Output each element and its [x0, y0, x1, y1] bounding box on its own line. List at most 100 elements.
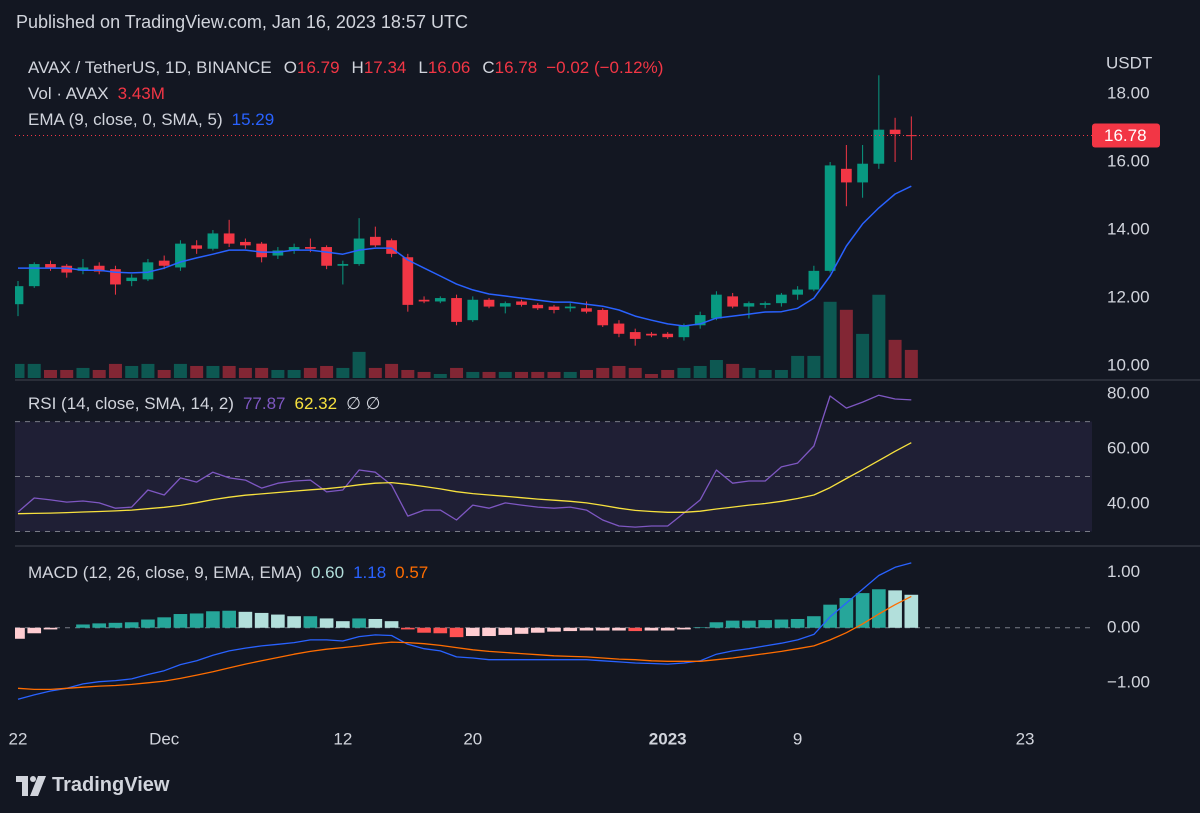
- histogram-bar: [758, 620, 772, 628]
- volume-bar: [15, 363, 25, 378]
- candle-body: [61, 265, 73, 273]
- candle-body: [662, 333, 674, 338]
- histogram-bar: [173, 614, 188, 628]
- candle-body: [646, 333, 657, 336]
- histogram-bar: [352, 618, 366, 628]
- candle-body: [776, 294, 787, 304]
- indicator-line: [17, 442, 912, 515]
- volume-bar: [320, 365, 334, 378]
- logo-mark: [30, 776, 36, 782]
- y-tick-label: −1.00: [1107, 672, 1150, 691]
- legend-text: Vol · AVAX: [28, 84, 109, 103]
- volume-bar: [238, 367, 252, 378]
- candle-body: [110, 269, 121, 285]
- candle-body: [678, 325, 690, 338]
- candle-body: [516, 301, 527, 305]
- histogram-bar: [888, 590, 902, 628]
- legend-text: 0.57: [395, 563, 429, 582]
- volume-bar: [563, 371, 577, 378]
- volume-bar: [904, 349, 918, 378]
- volume-bar: [693, 365, 707, 378]
- legend-text: 0.60: [310, 563, 345, 582]
- logo-mark: [30, 776, 46, 796]
- volume-bar: [466, 371, 480, 378]
- volume-bar: [450, 367, 464, 378]
- histogram-bar: [336, 621, 350, 628]
- volume-bar: [173, 363, 187, 378]
- volume-bar: [856, 333, 870, 378]
- volume-bar: [141, 363, 155, 378]
- histogram-bar: [644, 627, 659, 631]
- volume-bar: [255, 367, 269, 378]
- volume-bar: [287, 369, 301, 378]
- volume-bar: [76, 367, 90, 378]
- legend-text: EMA (9, close, 0, SMA, 5): [28, 110, 223, 129]
- legend-text: −0.02 (−0.12%): [546, 58, 664, 77]
- histogram-bar: [76, 624, 90, 628]
- rsi-band: [15, 421, 1092, 532]
- legend-text: 1.18: [353, 563, 387, 582]
- y-tick-label: 0.00: [1107, 617, 1140, 636]
- y-tick-label: 80.00: [1107, 384, 1150, 403]
- volume-bar: [791, 355, 805, 378]
- histogram-bar: [433, 627, 448, 634]
- candle-body: [808, 270, 820, 290]
- volume-bar: [774, 369, 788, 378]
- volume-bar: [758, 369, 772, 378]
- candle-body: [77, 267, 89, 271]
- histogram-bar: [709, 622, 724, 628]
- candle-body: [321, 247, 332, 266]
- indicator-line: [17, 562, 912, 700]
- histogram-bar: [807, 616, 821, 628]
- volume-bar: [498, 371, 512, 378]
- y-tick-label: 1.00: [1107, 562, 1140, 581]
- candle-body: [824, 165, 836, 271]
- volume-bar: [157, 369, 171, 378]
- histogram-bar: [563, 627, 578, 632]
- histogram-bar: [612, 627, 626, 631]
- histogram-bar: [400, 627, 415, 630]
- candle-body: [548, 306, 560, 310]
- candle-body: [45, 264, 56, 268]
- y-tick-label: 60.00: [1107, 439, 1150, 458]
- volume-bar: [823, 301, 837, 378]
- legend: MACD (12, 26, close, 9, EMA, EMA) 0.60 1.1…: [28, 563, 437, 583]
- legend-text: 17.34: [363, 58, 407, 77]
- y-tick-label: 12.00: [1107, 288, 1150, 307]
- histogram-bar: [287, 616, 301, 628]
- legend-text: ∅ ∅: [346, 394, 381, 413]
- volume-bar: [888, 339, 902, 378]
- candle-body: [889, 129, 901, 135]
- plot-area: [15, 75, 1092, 700]
- x-tick-label: 9: [793, 729, 802, 748]
- volume-bar: [677, 367, 691, 378]
- histogram-bar: [482, 627, 496, 637]
- candle-body: [175, 243, 186, 268]
- published-note: Published on TradingView.com, Jan 16, 20…: [16, 12, 468, 32]
- legend-text: AVAX / TetherUS, 1D, BINANCE: [28, 58, 272, 77]
- candle-body: [694, 315, 706, 326]
- logo: [16, 776, 46, 796]
- histogram-bar: [189, 613, 204, 628]
- candle-body: [613, 323, 625, 334]
- histogram-bar: [742, 620, 756, 628]
- volume-bar: [125, 365, 139, 378]
- histogram-bar: [319, 618, 334, 628]
- candle-body: [873, 129, 885, 164]
- volume-bar: [839, 309, 853, 378]
- candle-body: [499, 303, 511, 307]
- histogram-bar: [384, 621, 399, 628]
- indicator-line: [17, 394, 912, 528]
- candle-body: [743, 303, 755, 307]
- logo-mark: [16, 776, 28, 796]
- volume-bar: [644, 373, 658, 378]
- volume-bar: [190, 365, 204, 378]
- volume-bar: [352, 351, 366, 378]
- histogram-bar: [790, 618, 805, 628]
- legend: AVAX / TetherUS, 1D, BINANCE O16.79 H17.34…: [28, 58, 672, 78]
- volume-bar: [92, 369, 106, 378]
- histogram-bar: [254, 612, 269, 628]
- volume-bar: [43, 369, 57, 378]
- candle-body: [581, 308, 592, 312]
